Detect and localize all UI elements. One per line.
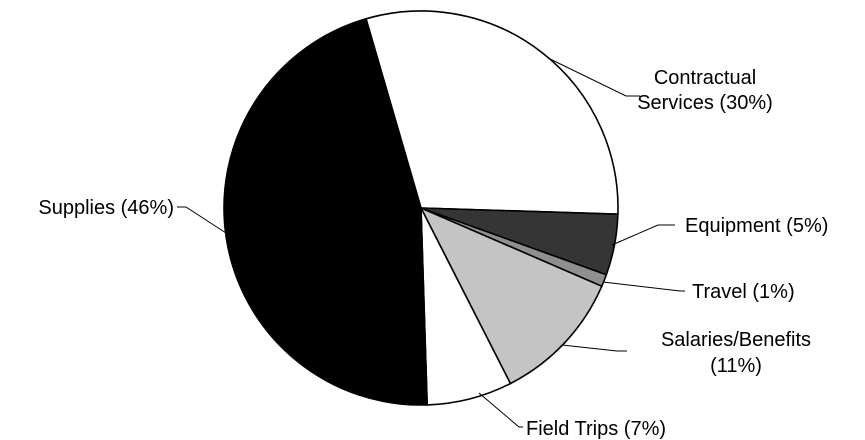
label-equipment: Equipment (5%)	[685, 215, 828, 237]
label-salaries-benefits-line2: (11%)	[710, 355, 762, 377]
leader-travel	[602, 281, 685, 292]
label-field-trips: Field Trips (7%)	[526, 418, 666, 440]
label-salaries-benefits-line1: Salaries/Benefits	[661, 329, 811, 351]
label-contractual-services-line1: Contractual	[654, 67, 756, 89]
label-travel: Travel (1%)	[692, 281, 795, 303]
leader-equipment	[611, 224, 675, 246]
pie-slice-salaries-benefits	[419, 206, 603, 385]
label-contractual-services-line2: Services (30%)	[637, 92, 773, 114]
leader-supplies	[177, 206, 227, 234]
label-supplies: Supplies (46%)	[38, 197, 174, 219]
pie-slice-contractual-services	[365, 10, 619, 216]
pie-slices	[223, 10, 619, 406]
pie-slice-supplies	[223, 17, 429, 406]
leader-field-trips	[478, 392, 523, 428]
leader-salaries	[561, 344, 627, 352]
leader-contractual	[547, 57, 640, 97]
